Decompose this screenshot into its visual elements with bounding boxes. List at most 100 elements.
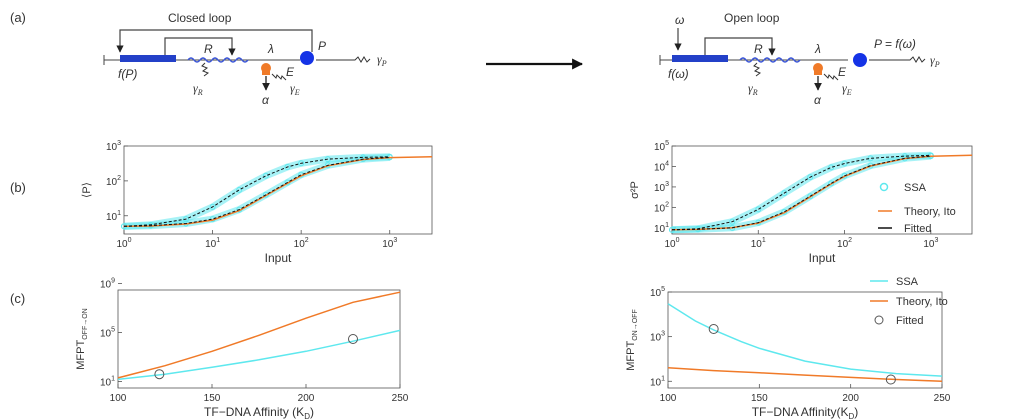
closed-promoter-box (120, 55, 176, 62)
closed-regulation-arrow (164, 37, 236, 56)
fitted-marker (348, 334, 358, 344)
fitted-marker (708, 323, 719, 334)
x-axis-label: TF−DNA Affinity(KD) (752, 405, 859, 420)
y-axis-label: MFPTOFF→ON (75, 308, 89, 369)
closed-gammaP-label: γP (377, 52, 387, 68)
y-tick-label: 103 (654, 181, 669, 194)
closed-loop-diagram: Closed loop f(P) R γR λ E α γE P γP (103, 11, 387, 107)
closed-R-label: R (204, 42, 213, 56)
y-tick-label: 101 (100, 376, 115, 389)
legend-b: SSA Theory, Ito Fitted (878, 182, 956, 235)
y-tick-label: 101 (654, 222, 669, 235)
open-alpha-label: α (814, 93, 822, 107)
open-enzyme (813, 63, 823, 73)
y-axis-label: σ²P (629, 181, 641, 199)
plot-area (671, 145, 973, 235)
ssa-point (729, 218, 736, 225)
y-tick-label: 103 (650, 331, 665, 344)
open-loop-diagram: Open loop ω f(ω) R γR λ E α γE P = f(ω) … (659, 11, 940, 107)
legend-c-fitted-marker (874, 315, 884, 325)
x-tick-label: 103 (923, 237, 938, 250)
x-tick-label: 100 (664, 237, 679, 250)
panel-label-b: (b) (10, 180, 26, 195)
plot-area (117, 289, 401, 389)
panel-label-c: (c) (10, 291, 25, 306)
closed-enzyme (261, 63, 271, 73)
closed-E-label: E (286, 65, 295, 79)
ssa-point (781, 190, 788, 197)
y-tick-label: 102 (106, 175, 121, 188)
closed-protein-node (300, 51, 314, 65)
open-P-equation: P = f(ω) (874, 37, 916, 51)
chart-b-right: 100 101 102 103 101 102 103 104 105 Input σ²P (629, 140, 973, 265)
y-tick-label: 102 (654, 201, 669, 214)
x-tick-label: 103 (382, 237, 397, 250)
open-E-label: E (838, 65, 847, 79)
closed-rna-squiggle (187, 57, 249, 63)
closed-P-label: P (318, 39, 326, 53)
open-lambda-label: λ (814, 42, 821, 56)
fitted-marker (154, 369, 165, 380)
open-R-label: R (754, 42, 763, 56)
y-tick-label: 109 (100, 278, 115, 291)
fitted-line (671, 154, 931, 231)
x-tick-label: 100 (660, 393, 677, 404)
open-protein-node (853, 53, 867, 67)
x-tick-label: 101 (205, 237, 220, 250)
y-tick-label: 103 (106, 140, 121, 153)
closed-loop-title: Closed loop (168, 11, 232, 25)
closed-promoter-label: f(P) (118, 67, 137, 81)
closed-gammaP-decay (316, 56, 371, 63)
ssa-point (828, 164, 835, 171)
open-gammaP-decay (869, 56, 926, 63)
open-promoter-label: f(ω) (668, 67, 689, 81)
closed-gammaR-label: γR (193, 81, 203, 97)
legend-c: SSA Theory, Ito Fitted (870, 276, 948, 327)
theory-line (117, 291, 401, 379)
x-tick-label: 250 (934, 393, 951, 404)
open-promoter-box (672, 55, 728, 62)
ssa-point (262, 172, 269, 179)
plot-area (667, 291, 943, 389)
fitted-line (123, 156, 390, 227)
ssa-line (667, 303, 943, 377)
ssa-point (298, 160, 305, 167)
ssa-point (236, 186, 243, 193)
x-tick-label: 102 (837, 237, 852, 250)
y-tick-label: 101 (650, 375, 665, 388)
ssa-point (807, 174, 814, 181)
x-tick-label: 150 (204, 393, 221, 404)
y-axis-label: ⟨P⟩ (81, 182, 93, 198)
y-tick-label: 105 (654, 140, 669, 153)
x-tick-label: 200 (842, 393, 859, 404)
ssa-point (755, 206, 762, 213)
theory-line (667, 367, 943, 383)
ssa-band (123, 153, 390, 230)
x-tick-label: 100 (116, 237, 131, 250)
fitted-line (123, 156, 390, 227)
ssa-band (671, 152, 932, 234)
fitted-line (671, 155, 931, 231)
panel-label-a: (a) (10, 10, 26, 25)
open-gammaR-decay (753, 62, 762, 77)
legend-b-theory-label: Theory, Ito (904, 206, 956, 218)
x-tick-label: 250 (392, 393, 409, 404)
x-tick-label: 100 (110, 393, 127, 404)
plot-area (123, 145, 433, 235)
ssa-line (117, 329, 401, 381)
legend-b-ssa-marker (879, 182, 889, 192)
legend-c-theory-label: Theory, Ito (896, 296, 948, 308)
open-gammaE-label: γE (842, 81, 852, 97)
closed-alpha-label: α (262, 93, 270, 107)
ssa-point (807, 193, 814, 200)
x-axis-label: TF−DNA Affinity (KD) (204, 405, 314, 420)
closed-gammaR-decay (201, 62, 210, 77)
ssa-band (123, 153, 390, 230)
y-tick-label: 105 (650, 286, 665, 299)
x-tick-label: 101 (751, 237, 766, 250)
chart-c-left: 100 150 200 250 101 105 109 TF−DNA Affinity (KD… (75, 278, 409, 420)
open-gammaE-decay (823, 73, 839, 81)
open-gammaR-label: γR (748, 81, 758, 97)
open-omega-label: ω (675, 13, 684, 27)
closed-gammaE-decay (271, 73, 287, 81)
